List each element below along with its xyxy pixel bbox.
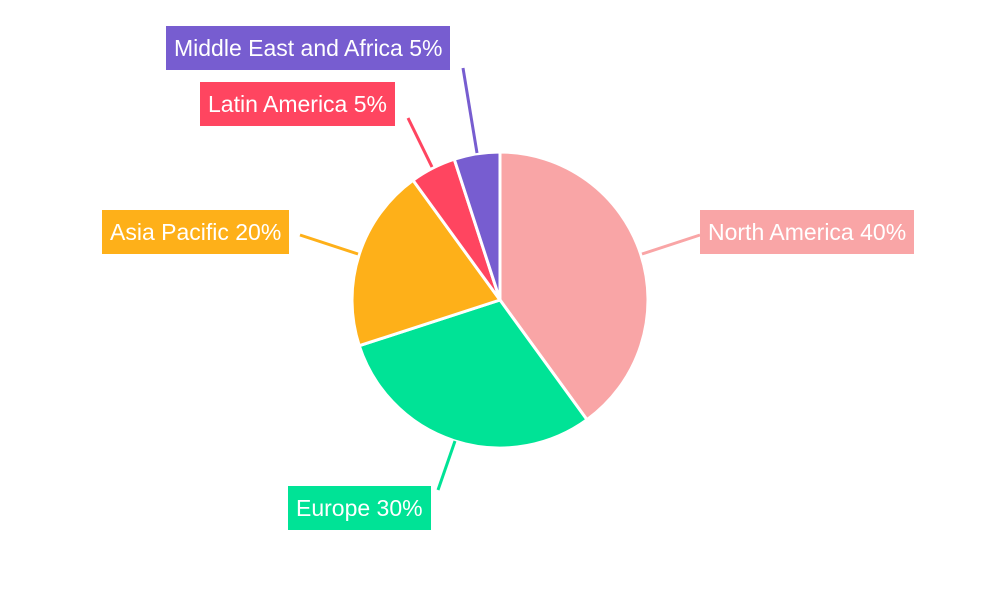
leader-line xyxy=(299,233,359,256)
pie-slice-middle-east-and-africa xyxy=(452,150,502,301)
leader-line xyxy=(436,440,457,491)
slice-label-asia-pacific: Asia Pacific 20% xyxy=(102,210,290,254)
leader-line xyxy=(641,233,701,256)
slice-label-latin-america: Latin America 5% xyxy=(200,82,395,126)
pie-slice-asia-pacific xyxy=(350,178,503,348)
pie-slice-north-america xyxy=(498,150,650,422)
slice-label-middle-east-africa: Middle East and Africa 5% xyxy=(166,26,451,70)
leader-line xyxy=(406,117,434,168)
slice-label-north-america: North America 40% xyxy=(700,210,915,254)
slice-label-europe: Europe 30% xyxy=(288,486,431,530)
leader-line xyxy=(461,67,479,154)
